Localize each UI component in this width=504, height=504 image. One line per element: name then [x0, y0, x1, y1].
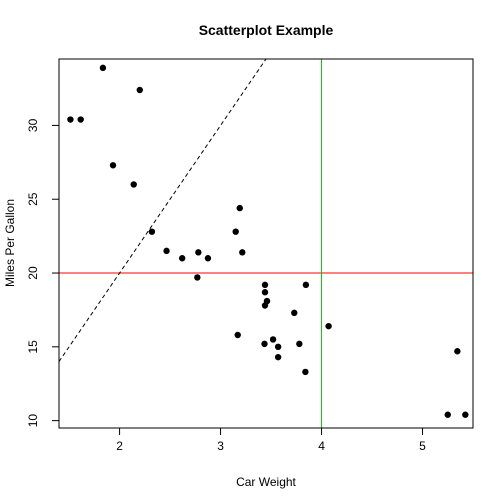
data-point [269, 336, 277, 343]
y-axis-label: Miles Per Gallon [3, 199, 17, 287]
data-point [325, 322, 332, 330]
y-tick-label: 15 [26, 340, 40, 354]
data-point [130, 181, 137, 188]
dashed-fit-line [59, 59, 267, 362]
x-tick-label: 3 [217, 439, 224, 453]
x-tick-label: 5 [419, 439, 426, 453]
data-point [296, 340, 303, 348]
data-point [302, 368, 309, 376]
y-tick-label: 30 [26, 118, 40, 132]
data-point [261, 340, 268, 348]
y-tick-label: 25 [26, 192, 40, 206]
axes: 2 3 4 5 10 15 20 25 30 [26, 58, 474, 453]
data-point [454, 348, 461, 355]
y-tick-label: 10 [26, 414, 40, 428]
chart-title: Scatterplot Example [199, 22, 334, 38]
data-point [204, 255, 212, 262]
x-axis-label: Car Weight [236, 475, 296, 489]
data-point [239, 249, 246, 256]
data-point [261, 302, 269, 309]
data-point [163, 247, 170, 255]
x-tick-label: 2 [116, 439, 123, 453]
data-point [274, 353, 282, 361]
data-point [291, 309, 298, 317]
data-point [302, 281, 310, 289]
data-point [136, 86, 143, 94]
data-point [178, 255, 186, 262]
data-point [194, 274, 201, 281]
data-point [444, 411, 451, 418]
data-point [274, 343, 282, 351]
data-points [67, 64, 469, 418]
data-point [234, 331, 241, 339]
data-point [232, 228, 239, 235]
x-tick-label: 4 [318, 439, 325, 453]
data-point [67, 116, 74, 123]
data-point [261, 289, 269, 296]
reference-lines [59, 59, 473, 428]
data-point [236, 204, 243, 212]
data-point [261, 281, 269, 289]
y-tick-label: 20 [26, 266, 40, 280]
plot-frame [58, 58, 474, 429]
data-point [77, 116, 84, 123]
data-point [109, 162, 117, 169]
data-point [148, 228, 156, 235]
data-point [462, 411, 469, 418]
data-point [195, 249, 202, 256]
data-point [99, 64, 107, 72]
plot-area [59, 59, 473, 428]
